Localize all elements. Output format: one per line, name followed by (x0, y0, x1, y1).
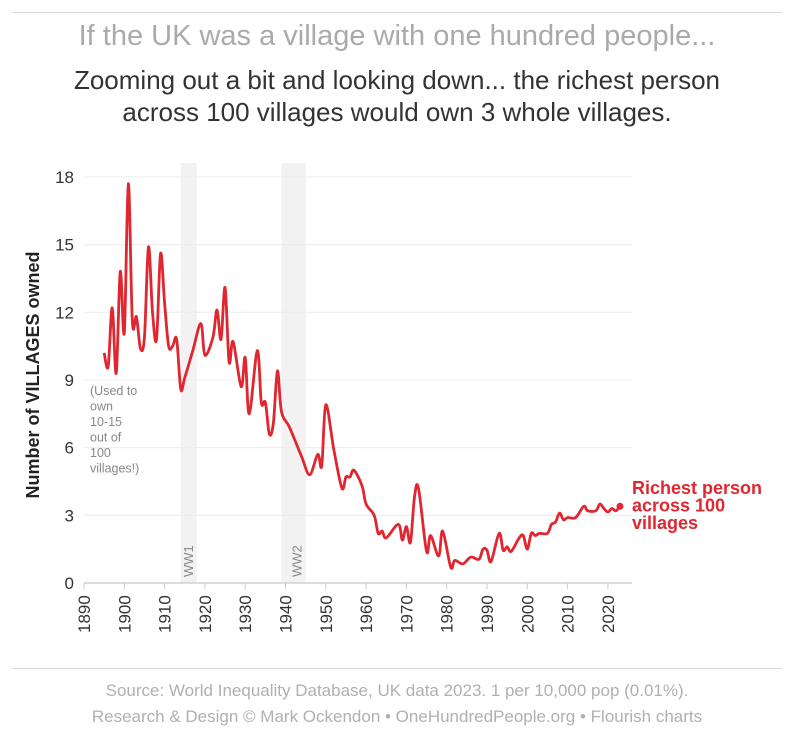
x-tick-label: 1900 (115, 595, 134, 633)
annotation-line: (Used to (90, 384, 137, 398)
end-point (616, 502, 624, 510)
footer-credits: Research & Design © Mark Ockendon • OneH… (91, 707, 703, 726)
annotation-line: out of (90, 431, 122, 445)
annotation-line: villages!) (90, 462, 139, 476)
shaded-period-ww2 (281, 163, 306, 583)
footer-source: Source: World Inequality Database, UK da… (105, 681, 689, 700)
x-tick-label: 1920 (196, 595, 215, 633)
end-label-line: villages (632, 513, 698, 533)
subtitle-line-1: Zooming out a bit and looking down... th… (73, 65, 721, 95)
y-tick-label: 9 (65, 371, 74, 390)
shaded-period-label: WW2 (290, 545, 305, 577)
x-tick-label: 1980 (438, 595, 457, 633)
end-label-line: across 100 (632, 496, 725, 516)
x-tick-label: 2020 (599, 595, 618, 633)
y-tick-label: 3 (65, 506, 74, 525)
x-tick-label: 2000 (518, 595, 537, 633)
end-label-line: Richest person (632, 478, 762, 498)
y-tick-label: 18 (55, 168, 74, 187)
y-axis-label: Number of VILLAGES owned (23, 251, 43, 498)
x-tick-label: 1990 (478, 595, 497, 633)
y-tick-label: 6 (65, 439, 74, 458)
x-tick-label: 2010 (559, 595, 578, 633)
x-tick-label: 1950 (317, 595, 336, 633)
y-tick-label: 15 (55, 236, 74, 255)
chart-subtitle: Zooming out a bit and looking down... th… (0, 64, 794, 128)
y-tick-label: 0 (65, 574, 74, 593)
annotation-line: 100 (90, 446, 111, 460)
x-tick-label: 1910 (156, 595, 175, 633)
data-line (102, 182, 622, 570)
annotation-line: 10-15 (90, 415, 122, 429)
x-tick-label: 1940 (277, 595, 296, 633)
x-tick-label: 1930 (236, 595, 255, 633)
shaded-period-label: WW1 (181, 545, 196, 577)
x-tick-label: 1970 (397, 595, 416, 633)
chart-title: If the UK was a village with one hundred… (78, 20, 716, 52)
footer-rule (12, 668, 782, 669)
subtitle-line-2: across 100 villages would own 3 whole vi… (122, 97, 672, 127)
y-tick-label: 12 (55, 303, 74, 322)
annotation-line: own (90, 400, 113, 414)
shaded-period-ww1 (180, 163, 197, 583)
x-tick-label: 1960 (357, 595, 376, 633)
top-rule (12, 12, 782, 13)
x-tick-label: 1890 (75, 595, 94, 633)
